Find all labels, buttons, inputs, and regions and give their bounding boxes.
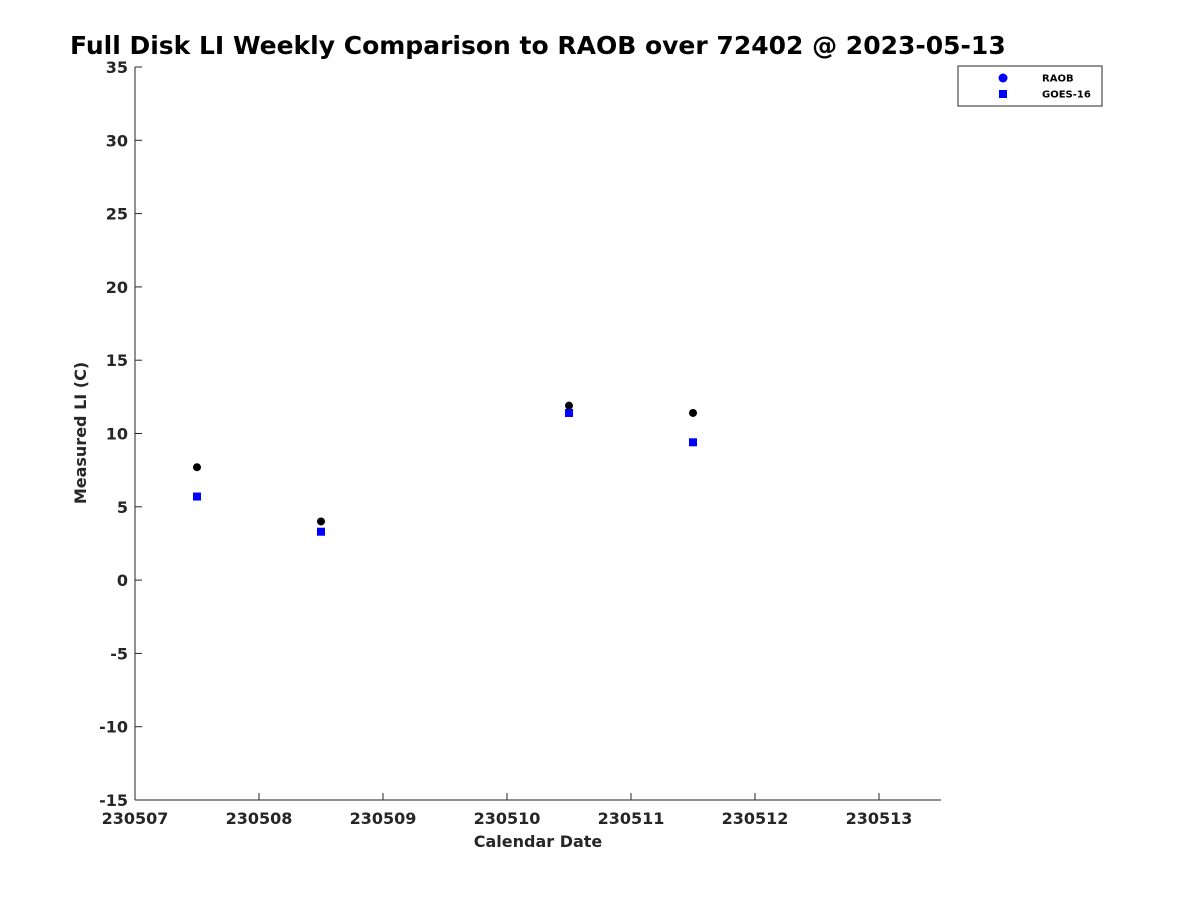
- raob-point: [565, 401, 573, 410]
- y-tick-label: 5: [117, 498, 128, 517]
- goes16-point: [565, 408, 573, 417]
- x-axis-label: Calendar Date: [474, 832, 603, 851]
- x-tick-label: 230510: [474, 809, 541, 828]
- y-tick-label: 0: [117, 571, 128, 590]
- series-goes-16: [193, 408, 697, 536]
- x-ticks: 230507 230508 230509 230510 230511 230512 2305…: [102, 793, 913, 828]
- raob-point: [193, 463, 201, 472]
- x-tick-label: 230512: [722, 809, 789, 828]
- series-raob: [193, 401, 697, 526]
- x-tick-label: 230507: [102, 809, 169, 828]
- x-tick-label: 230513: [846, 809, 913, 828]
- x-tick-label: 230509: [350, 809, 417, 828]
- goes16-point: [193, 492, 201, 501]
- goes16-point: [689, 438, 697, 447]
- legend: RAOB GOES-16: [957, 65, 1103, 107]
- y-tick-label: 25: [106, 205, 128, 224]
- legend-box: [957, 65, 1103, 107]
- y-tick-label: 15: [106, 351, 128, 370]
- y-tick-label: -10: [99, 718, 128, 737]
- x-tick-label: 230511: [598, 809, 665, 828]
- data-points: [193, 401, 697, 536]
- y-tick-label: 30: [106, 131, 128, 150]
- y-tick-label: -15: [99, 791, 128, 810]
- legend-marker-goes16: [999, 90, 1007, 98]
- legend-marker-raob: [998, 73, 1008, 83]
- y-axis-label: Measured LI (C): [71, 362, 90, 504]
- y-tick-label: 35: [106, 58, 128, 77]
- legend-label-goes16: GOES-16: [1042, 90, 1091, 101]
- plot-area: [134, 67, 941, 801]
- y-tick-label: 20: [106, 278, 128, 297]
- chart-title: Full Disk LI Weekly Comparison to RAOB o…: [70, 31, 1006, 60]
- y-tick-label: 10: [106, 425, 128, 444]
- raob-point: [317, 517, 325, 526]
- y-tick-label: -5: [110, 644, 128, 663]
- x-tick-label: 230508: [226, 809, 293, 828]
- goes16-point: [317, 527, 325, 536]
- raob-point: [689, 408, 697, 417]
- y-ticks: -15 -10 -5 0 5 10 15 20 25 30 35: [99, 58, 142, 810]
- legend-label-raob: RAOB: [1042, 74, 1074, 85]
